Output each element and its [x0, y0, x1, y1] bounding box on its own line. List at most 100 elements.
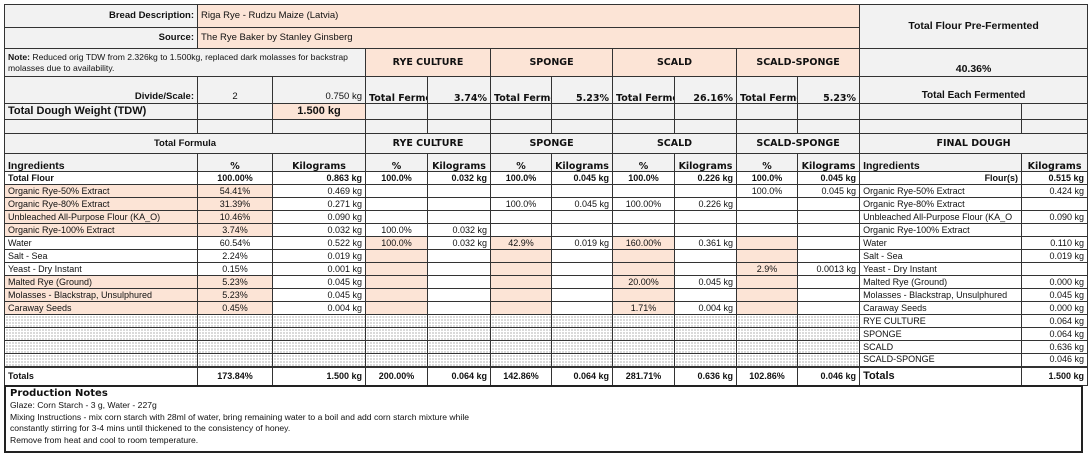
final-dough-kg-cell[interactable]: 0.515 kg: [1021, 171, 1089, 185]
scald-kg-cell[interactable]: 0.004 kg: [674, 301, 737, 315]
scald-sponge-pct-cell[interactable]: 2.9%: [736, 262, 798, 276]
rye-culture-kg-cell[interactable]: 0.032 kg: [427, 236, 491, 250]
rye-culture-pct-cell[interactable]: [365, 249, 428, 263]
kg-cell[interactable]: 0.090 kg: [272, 210, 366, 224]
rye-culture-pct-cell[interactable]: [365, 197, 428, 211]
sponge-kg-cell[interactable]: [551, 249, 613, 263]
scald-kg-cell[interactable]: 0.361 kg: [674, 236, 737, 250]
rye-culture-pct-cell[interactable]: [365, 262, 428, 276]
divide-value[interactable]: 2: [197, 76, 273, 104]
sponge-pct-cell[interactable]: 100.0%: [490, 197, 552, 211]
scald-kg-cell[interactable]: [674, 249, 737, 263]
final-dough-kg-cell[interactable]: [1021, 197, 1089, 211]
final-dough-kg-cell[interactable]: [1021, 223, 1089, 237]
scald-kg-cell[interactable]: [674, 288, 737, 302]
scald-kg-cell[interactable]: 0.045 kg: [674, 275, 737, 289]
sponge-pct-cell[interactable]: [490, 275, 552, 289]
bread-description-cell[interactable]: Riga Rye - Rudzu Maize (Latvia): [196, 4, 861, 28]
rye-culture-kg-cell[interactable]: [427, 197, 491, 211]
scald-kg-cell[interactable]: [674, 184, 737, 198]
scald-sponge-pct-cell[interactable]: [736, 236, 798, 250]
final-dough-kg-cell[interactable]: 0.424 kg: [1021, 184, 1089, 198]
scald-kg-cell[interactable]: 0.226 kg: [674, 197, 737, 211]
scald-pct-cell[interactable]: [612, 210, 675, 224]
rye-culture-pct-cell[interactable]: [365, 275, 428, 289]
scald-sponge-pct-cell[interactable]: [736, 210, 798, 224]
pct-cell[interactable]: 2.24%: [197, 249, 273, 263]
source-cell[interactable]: The Rye Baker by Stanley Ginsberg: [196, 27, 861, 49]
pct-cell[interactable]: 5.23%: [197, 275, 273, 289]
final-dough-kg-cell[interactable]: 0.110 kg: [1021, 236, 1089, 250]
pct-cell[interactable]: 3.74%: [197, 223, 273, 237]
scald-pct-cell[interactable]: 20.00%: [612, 275, 675, 289]
kg-cell[interactable]: 0.004 kg: [272, 301, 366, 315]
final-dough-kg-cell[interactable]: [1021, 262, 1089, 276]
sponge-kg-cell[interactable]: [551, 262, 613, 276]
kg-cell[interactable]: 0.045 kg: [272, 288, 366, 302]
scald-sponge-kg-cell[interactable]: 0.045 kg: [796, 184, 861, 198]
sponge-pct-cell[interactable]: [490, 249, 552, 263]
scald-sponge-kg-cell[interactable]: [796, 249, 861, 263]
scald-kg-cell[interactable]: [674, 223, 737, 237]
scald-pct-cell[interactable]: 100.00%: [612, 197, 675, 211]
sponge-kg-cell[interactable]: 0.045 kg: [551, 197, 613, 211]
scald-sponge-pct-cell[interactable]: [736, 275, 798, 289]
rye-culture-kg-cell[interactable]: [427, 262, 491, 276]
scald-pct-cell[interactable]: 100.0%: [612, 171, 675, 185]
sponge-kg-cell[interactable]: [551, 223, 613, 237]
kg-cell[interactable]: 0.019 kg: [272, 249, 366, 263]
scald-kg-cell[interactable]: 0.226 kg: [674, 171, 737, 185]
sponge-pct-cell[interactable]: 42.9%: [490, 236, 552, 250]
pct-cell[interactable]: 31.39%: [197, 197, 273, 211]
sponge-kg-cell[interactable]: [551, 275, 613, 289]
scald-sponge-pct-cell[interactable]: [736, 223, 798, 237]
final-dough-kg-cell[interactable]: 0.090 kg: [1021, 210, 1089, 224]
sponge-pct-cell[interactable]: [490, 301, 552, 315]
rye-culture-pct-cell[interactable]: 100.0%: [365, 236, 428, 250]
scald-sponge-pct-cell[interactable]: [736, 301, 798, 315]
scald-pct-cell[interactable]: [612, 223, 675, 237]
rye-culture-kg-cell[interactable]: [427, 184, 491, 198]
scald-sponge-pct-cell[interactable]: [736, 197, 798, 211]
scald-kg-cell[interactable]: [674, 262, 737, 276]
scald-pct-cell[interactable]: [612, 262, 675, 276]
pct-cell[interactable]: 10.46%: [197, 210, 273, 224]
rye-culture-pct-cell[interactable]: [365, 288, 428, 302]
rye-culture-kg-cell[interactable]: [427, 210, 491, 224]
pct-cell[interactable]: 0.15%: [197, 262, 273, 276]
sponge-kg-cell[interactable]: 0.019 kg: [551, 236, 613, 250]
scald-sponge-pct-cell[interactable]: [736, 249, 798, 263]
final-dough-kg-cell[interactable]: 0.045 kg: [1021, 288, 1089, 302]
kg-cell[interactable]: 0.469 kg: [272, 184, 366, 198]
scald-sponge-kg-cell[interactable]: [796, 223, 861, 237]
note-cell[interactable]: Note: Reduced orig TDW from 2.326kg to 1…: [4, 48, 366, 77]
scald-sponge-kg-cell[interactable]: [796, 236, 861, 250]
scald-sponge-pct-cell[interactable]: 100.0%: [736, 171, 798, 185]
scald-sponge-kg-cell[interactable]: [796, 288, 861, 302]
kg-cell[interactable]: 0.863 kg: [272, 171, 366, 185]
scald-sponge-kg-cell[interactable]: 0.0013 kg: [796, 262, 861, 276]
sponge-pct-cell[interactable]: 100.0%: [490, 171, 552, 185]
kg-cell[interactable]: 0.001 kg: [272, 262, 366, 276]
scald-pct-cell[interactable]: 1.71%: [612, 301, 675, 315]
sponge-pct-cell[interactable]: [490, 262, 552, 276]
scald-sponge-kg-cell[interactable]: [796, 210, 861, 224]
rye-culture-pct-cell[interactable]: 100.0%: [365, 223, 428, 237]
kg-cell[interactable]: 0.045 kg: [272, 275, 366, 289]
kg-cell[interactable]: 0.032 kg: [272, 223, 366, 237]
sponge-kg-cell[interactable]: [551, 184, 613, 198]
scald-kg-cell[interactable]: [674, 210, 737, 224]
rye-culture-kg-cell[interactable]: 0.032 kg: [427, 223, 491, 237]
rye-culture-kg-cell[interactable]: [427, 275, 491, 289]
scald-sponge-pct-cell[interactable]: 100.0%: [736, 184, 798, 198]
rye-culture-kg-cell[interactable]: 0.032 kg: [427, 171, 491, 185]
scald-sponge-kg-cell[interactable]: 0.045 kg: [796, 171, 861, 185]
rye-culture-kg-cell[interactable]: [427, 288, 491, 302]
sponge-kg-cell[interactable]: [551, 210, 613, 224]
scald-sponge-kg-cell[interactable]: [796, 197, 861, 211]
scald-sponge-kg-cell[interactable]: [796, 275, 861, 289]
kg-cell[interactable]: 0.271 kg: [272, 197, 366, 211]
sponge-pct-cell[interactable]: [490, 184, 552, 198]
scald-pct-cell[interactable]: [612, 288, 675, 302]
final-dough-kg-cell[interactable]: 0.000 kg: [1021, 275, 1089, 289]
